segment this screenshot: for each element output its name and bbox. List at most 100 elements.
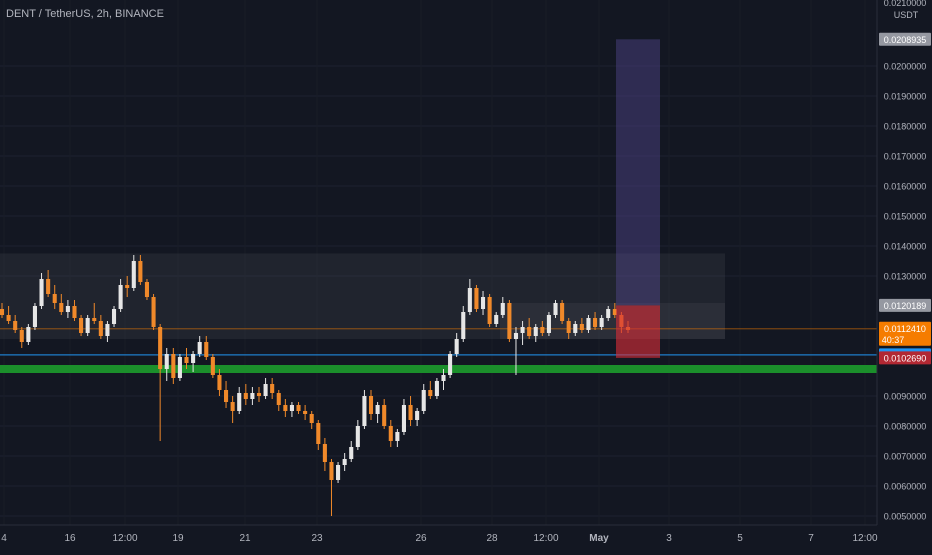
candle-body[interactable]	[593, 318, 598, 327]
candle-body[interactable]	[256, 393, 262, 396]
candle-body[interactable]	[395, 432, 400, 441]
candle-body[interactable]	[13, 321, 18, 330]
candle-body[interactable]	[474, 288, 479, 309]
candle-body[interactable]	[401, 405, 407, 432]
price-axis[interactable]: 0.0050000 0.0060000 0.0070000 0.0080000 0.00…	[884, 0, 927, 522]
candle-body[interactable]	[283, 405, 288, 411]
candle-body[interactable]	[303, 411, 308, 414]
candle-body[interactable]	[480, 297, 486, 309]
blue-line[interactable]	[0, 354, 877, 356]
candle-body[interactable]	[184, 357, 189, 363]
candle-body[interactable]	[171, 354, 176, 378]
candle-body[interactable]	[454, 339, 459, 354]
candle-body[interactable]	[46, 279, 51, 294]
candle-body[interactable]	[507, 303, 512, 339]
candle-body[interactable]	[467, 288, 472, 312]
candle-body[interactable]	[138, 261, 143, 282]
candle-body[interactable]	[217, 375, 222, 390]
position-target-zone[interactable]	[616, 39, 660, 306]
candle-body[interactable]	[177, 357, 182, 378]
candle-body[interactable]	[26, 327, 31, 342]
candle-body[interactable]	[527, 327, 532, 336]
candle-body[interactable]	[494, 315, 499, 324]
candle-body[interactable]	[520, 327, 525, 333]
candle-body[interactable]	[230, 402, 235, 411]
support-line[interactable]	[0, 365, 877, 373]
candle-body[interactable]	[250, 393, 255, 399]
time-axis[interactable]: 4 16 12:00 19 21 23 26 28 12:00 May 3 5 7 12:00	[1, 533, 878, 544]
candle-body[interactable]	[428, 390, 433, 396]
candle-body[interactable]	[586, 318, 591, 330]
candle-body[interactable]	[158, 327, 163, 369]
candle-body[interactable]	[322, 444, 327, 462]
candle-body[interactable]	[382, 405, 387, 426]
candle-body[interactable]	[513, 333, 519, 339]
candle-body[interactable]	[546, 315, 551, 333]
candle-body[interactable]	[111, 309, 117, 324]
candle-body[interactable]	[309, 414, 314, 423]
candle-body[interactable]	[32, 306, 37, 327]
candle-body[interactable]	[164, 354, 169, 369]
candle-body[interactable]	[500, 303, 505, 315]
candle-body[interactable]	[19, 330, 24, 342]
candle-body[interactable]	[296, 405, 301, 411]
candle-body[interactable]	[263, 384, 268, 396]
candle-body[interactable]	[606, 309, 611, 318]
candle-body[interactable]	[461, 312, 466, 339]
candle-body[interactable]	[342, 459, 347, 465]
candle-body[interactable]	[560, 303, 565, 321]
candle-body[interactable]	[118, 285, 123, 309]
candle-body[interactable]	[243, 393, 248, 399]
candle-body[interactable]	[144, 282, 150, 297]
candle-body[interactable]	[599, 318, 604, 327]
candle-body[interactable]	[6, 315, 11, 321]
candle-body[interactable]	[487, 297, 492, 324]
candle-body[interactable]	[65, 306, 70, 312]
candle-body[interactable]	[566, 321, 571, 333]
candle-body[interactable]	[105, 324, 110, 336]
candle-body[interactable]	[0, 309, 5, 315]
candle-body[interactable]	[223, 390, 229, 402]
candle-body[interactable]	[72, 306, 77, 318]
candle-body[interactable]	[289, 405, 294, 411]
candle-body[interactable]	[79, 318, 84, 333]
candle-body[interactable]	[125, 285, 130, 288]
candle-body[interactable]	[39, 279, 44, 306]
candle-body[interactable]	[237, 393, 242, 411]
candle-body[interactable]	[375, 405, 380, 414]
candle-body[interactable]	[533, 327, 538, 336]
current-line[interactable]	[0, 328, 877, 330]
candle-body[interactable]	[336, 465, 341, 480]
position-stop-zone[interactable]	[616, 305, 660, 358]
candle-body[interactable]	[573, 324, 578, 333]
candle-body[interactable]	[415, 411, 420, 420]
candle-body[interactable]	[329, 462, 334, 480]
candle-body[interactable]	[276, 393, 281, 405]
candle-body[interactable]	[59, 303, 64, 312]
position-layer[interactable]	[616, 39, 660, 358]
candle-body[interactable]	[204, 342, 209, 357]
candle-body[interactable]	[210, 357, 215, 375]
candle-body[interactable]	[52, 294, 57, 303]
candle-body[interactable]	[579, 324, 584, 330]
candle-body[interactable]	[362, 396, 367, 426]
candle-body[interactable]	[151, 297, 156, 327]
candle-body[interactable]	[448, 354, 453, 375]
candle-body[interactable]	[434, 381, 439, 396]
candle-body[interactable]	[349, 447, 354, 459]
candle-body[interactable]	[553, 303, 558, 315]
candle-body[interactable]	[98, 321, 103, 336]
candle-body[interactable]	[408, 405, 413, 420]
candle-body[interactable]	[131, 261, 136, 288]
candle-body[interactable]	[92, 318, 97, 321]
candle-body[interactable]	[540, 327, 545, 333]
candle-body[interactable]	[270, 384, 275, 393]
candle-body[interactable]	[355, 426, 360, 447]
candle-body[interactable]	[368, 396, 374, 414]
candle-body[interactable]	[441, 375, 446, 381]
candle-body[interactable]	[421, 390, 426, 411]
candle-body[interactable]	[316, 423, 321, 444]
candle-body[interactable]	[388, 426, 393, 441]
